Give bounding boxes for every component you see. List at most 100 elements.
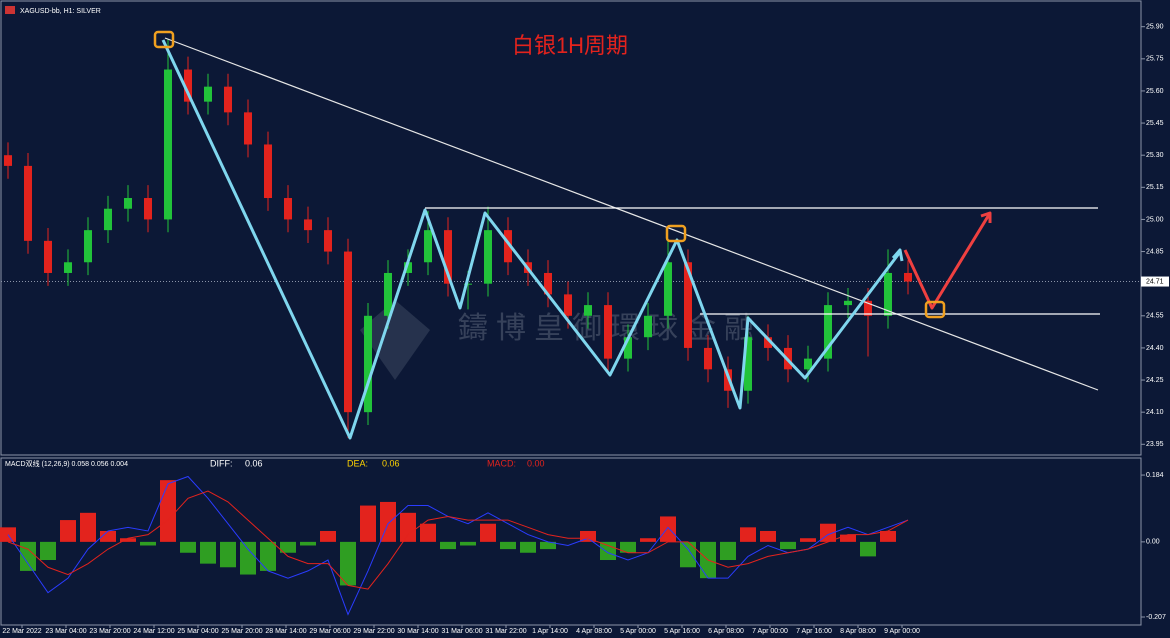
macd-bar: [40, 541, 56, 561]
macd-bar: [760, 530, 776, 542]
candle-body: [84, 230, 92, 263]
macd-line: [7, 490, 909, 590]
macd-bar: [780, 541, 796, 550]
candle-body: [384, 272, 392, 316]
macd-bar: [100, 530, 116, 542]
trend-line: [164, 37, 1099, 391]
x-tick-label: 4 Apr 08:00: [576, 628, 612, 635]
macd-bar: [280, 541, 296, 553]
x-tick-label: 31 Mar 22:00: [485, 628, 526, 635]
macd-bar: [240, 541, 256, 575]
macd-bar: [880, 530, 896, 542]
last-price-label: 24.71: [1146, 278, 1164, 285]
candle-body: [844, 300, 852, 306]
y-tick-label: 25.30: [1146, 152, 1164, 159]
x-tick-label: 22 Mar 2022: [2, 628, 41, 635]
y-tick-label: 24.25: [1146, 377, 1164, 384]
macd-bar: [600, 541, 616, 561]
candle-body: [624, 337, 632, 359]
x-tick-label: 31 Mar 06:00: [441, 628, 482, 635]
macd-bar: [540, 541, 556, 550]
macd-bar: [120, 538, 136, 542]
y-tick-label: 25.75: [1146, 56, 1164, 63]
x-tick-label: 29 Mar 06:00: [309, 628, 350, 635]
macd-bar: [840, 534, 856, 542]
dea-value: 0.06: [382, 458, 400, 468]
marker-box: [924, 300, 946, 319]
candle-body: [264, 144, 272, 199]
x-tick-label: 25 Mar 04:00: [177, 628, 218, 635]
candle-body: [584, 305, 592, 316]
candle-body: [664, 262, 672, 316]
y-tick-label: 25.45: [1146, 120, 1164, 127]
diff-label: DIFF:: [210, 458, 233, 468]
macd-bar: [680, 541, 696, 568]
y-tick-label: 0.00: [1146, 539, 1160, 546]
y-tick-label: 0.184: [1146, 472, 1164, 479]
macd-bar: [580, 530, 596, 542]
candle-body: [324, 230, 332, 252]
y-tick-label: -0.207: [1146, 614, 1166, 621]
y-tick-label: 25.15: [1146, 184, 1164, 191]
macd-bar: [480, 523, 496, 542]
candle-body: [104, 208, 112, 231]
macd-bar: [320, 530, 336, 542]
macd-bar: [20, 541, 36, 571]
candle-body: [224, 86, 232, 113]
x-tick-label: 1 Apr 14:00: [532, 628, 568, 635]
candle-body: [804, 358, 812, 370]
annotations: [153, 30, 1100, 440]
marker-box: [153, 30, 175, 49]
candle-body: [184, 69, 192, 102]
candle-body: [464, 283, 472, 285]
x-tick-label: 6 Apr 08:00: [708, 628, 744, 635]
macd-bar: [440, 541, 456, 550]
chart-title: 白银1H周期: [512, 33, 628, 58]
x-tick-label: 7 Apr 16:00: [796, 628, 832, 635]
y-tick-label: 24.40: [1146, 345, 1164, 352]
candle-body: [144, 198, 152, 220]
macd-hist-label: MACD:: [487, 458, 516, 468]
candle-body: [764, 337, 772, 348]
candle-body: [304, 219, 312, 231]
macd-bar: [400, 512, 416, 542]
candle-body: [484, 230, 492, 284]
candle-body: [504, 230, 512, 263]
candle-body: [604, 305, 612, 359]
x-tick-label: 29 Mar 22:00: [353, 628, 394, 635]
macd-bar: [140, 541, 156, 546]
candle-body: [24, 165, 32, 241]
candle-body: [644, 315, 652, 338]
macd-bar: [260, 541, 276, 571]
candle-body: [164, 69, 172, 220]
candle-body: [684, 262, 692, 348]
macd-bar: [620, 541, 636, 553]
macd-bar: [160, 480, 176, 542]
price-frame: [0, 0, 1142, 456]
symbol-icon: [5, 6, 15, 14]
macd-bar: [500, 541, 516, 550]
x-tick-label: 8 Apr 08:00: [840, 628, 876, 635]
candle-body: [884, 272, 892, 316]
candle-body: [444, 230, 452, 284]
macd-bar: [720, 541, 736, 561]
candle-body: [824, 305, 832, 359]
symbol: XAGUSD-bb, H1: SILVER: [20, 8, 101, 15]
macd-bar: [220, 541, 236, 568]
x-tick-label: 23 Mar 04:00: [45, 628, 86, 635]
last-price-tag: [1141, 276, 1169, 287]
dea-label: DEA:: [347, 458, 368, 468]
macd-bar: [420, 523, 436, 542]
macd-bar: [660, 516, 676, 542]
macd-bar: [640, 538, 656, 542]
macd-bar: [520, 541, 536, 553]
watermark-logo: [360, 300, 430, 380]
candle-body: [204, 86, 212, 102]
candle-body: [404, 262, 412, 273]
candle-body: [544, 272, 552, 295]
macd-bar: [200, 541, 216, 564]
candle-body: [124, 198, 132, 209]
candle-body: [64, 262, 72, 273]
candle-body: [344, 251, 352, 413]
y-tick-label: 25.60: [1146, 88, 1164, 95]
